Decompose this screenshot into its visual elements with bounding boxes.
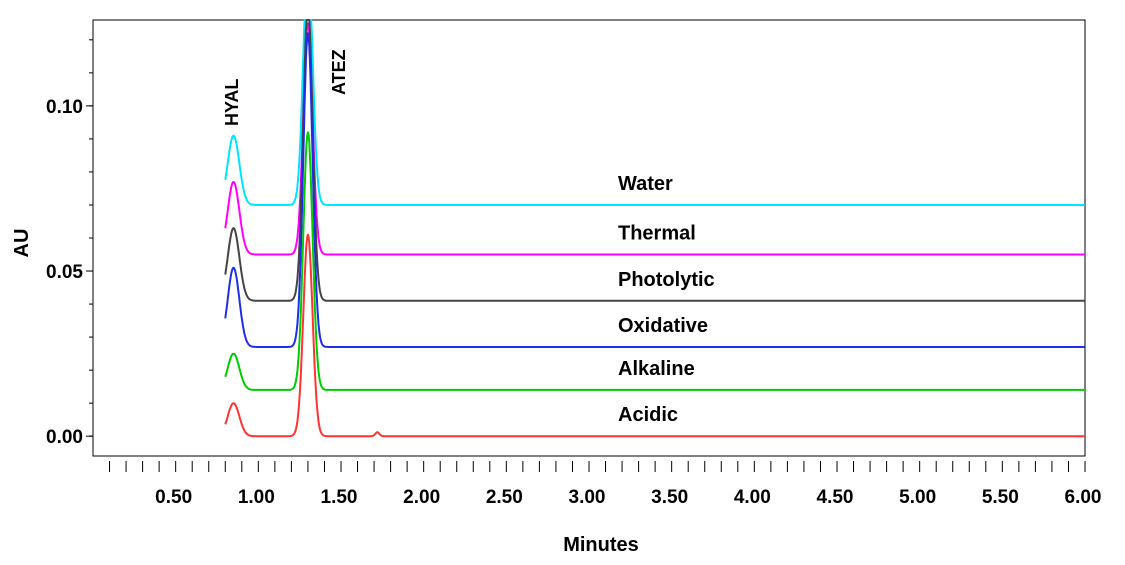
trace-acidic bbox=[224, 233, 1086, 438]
x-axis-title: Minutes bbox=[563, 534, 639, 556]
peak-label-hyal: HYAL bbox=[222, 79, 242, 126]
x-tick-label: 2.00 bbox=[403, 487, 440, 508]
x-tick-label: 1.00 bbox=[238, 487, 275, 508]
trace-oxidative bbox=[224, 32, 1086, 348]
series-label-water: Water bbox=[618, 173, 673, 195]
y-tick-label: 0.10 bbox=[46, 97, 83, 118]
x-tick-label: 5.50 bbox=[982, 487, 1019, 508]
trace-alkaline bbox=[224, 131, 1086, 391]
trace-water bbox=[224, 19, 1086, 206]
x-tick-label: 6.00 bbox=[1065, 487, 1102, 508]
y-tick-label: 0.00 bbox=[46, 427, 83, 448]
trace-thermal bbox=[224, 22, 1086, 256]
series-label-oxidative: Oxidative bbox=[618, 315, 708, 337]
x-tick-label: 3.50 bbox=[651, 487, 688, 508]
x-tick-label: 1.50 bbox=[321, 487, 358, 508]
y-axis: 0.00 0.05 0.10 bbox=[46, 39, 93, 448]
trace-photolytic bbox=[224, 19, 1086, 302]
series-label-photolytic: Photolytic bbox=[618, 269, 715, 291]
series-label-acidic: Acidic bbox=[618, 404, 678, 426]
x-tick-label: 3.00 bbox=[569, 487, 606, 508]
peak-label-atez: ATEZ bbox=[329, 49, 349, 95]
x-tick-label: 0.50 bbox=[155, 487, 192, 508]
x-tick-label: 4.50 bbox=[817, 487, 854, 508]
y-axis-title: AU bbox=[11, 229, 33, 258]
y-tick-label: 0.05 bbox=[46, 262, 83, 283]
peak-labels: HYAL ATEZ bbox=[222, 49, 349, 126]
series-label-alkaline: Alkaline bbox=[618, 358, 695, 380]
x-axis: 0.50 1.00 1.50 2.00 2.50 3.00 3.50 4.00 4.50 5.00… bbox=[109, 461, 1102, 508]
traces bbox=[224, 19, 1086, 438]
plot-frame bbox=[92, 19, 1086, 457]
series-labels: Water Thermal Photolytic Oxidative Alkaline A… bbox=[618, 173, 715, 426]
x-tick-label: 4.00 bbox=[734, 487, 771, 508]
series-label-thermal: Thermal bbox=[618, 223, 696, 245]
x-tick-label: 5.00 bbox=[899, 487, 936, 508]
x-tick-label: 2.50 bbox=[486, 487, 523, 508]
